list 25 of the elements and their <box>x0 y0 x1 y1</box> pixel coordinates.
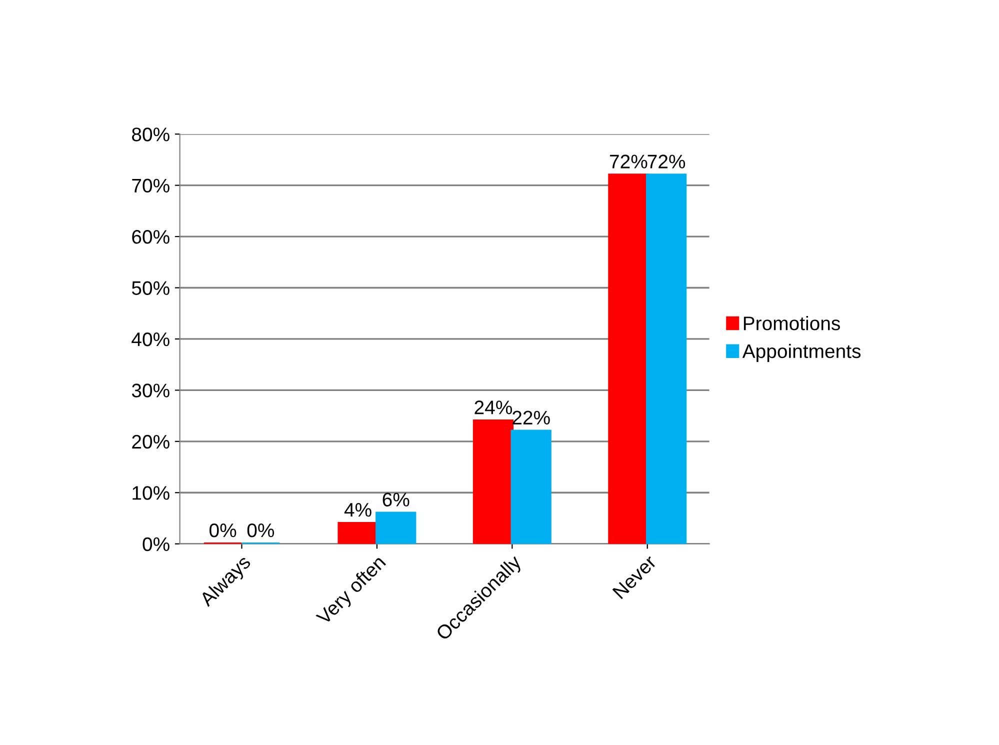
legend-label: Promotions <box>744 316 840 330</box>
bar <box>338 522 378 544</box>
data-label: 4% <box>344 503 372 517</box>
bar <box>376 512 416 544</box>
bar <box>472 420 514 544</box>
y-tick-label: 50% <box>132 281 170 295</box>
y-tick-label: 30% <box>132 384 170 398</box>
y-tick-label: 70% <box>132 178 170 193</box>
data-label: 24% <box>474 400 512 414</box>
y-tick-label: 20% <box>132 434 170 449</box>
data-label: 22% <box>512 410 550 424</box>
data-label: 72% <box>610 154 648 168</box>
y-tick-label: 60% <box>132 230 170 244</box>
bar <box>608 174 649 544</box>
bar <box>646 174 687 544</box>
data-label: 6% <box>382 492 410 506</box>
y-tick-label: 40% <box>132 332 170 346</box>
data-label: 0% <box>210 523 236 538</box>
legend-label: Appointments <box>742 344 861 362</box>
y-tick-label: 80% <box>132 128 170 142</box>
data-label: 0% <box>247 523 274 538</box>
y-tick-label: 10% <box>132 486 170 500</box>
bar <box>510 430 552 544</box>
y-tick-label: 0% <box>142 537 170 552</box>
data-label: 72% <box>648 154 686 168</box>
